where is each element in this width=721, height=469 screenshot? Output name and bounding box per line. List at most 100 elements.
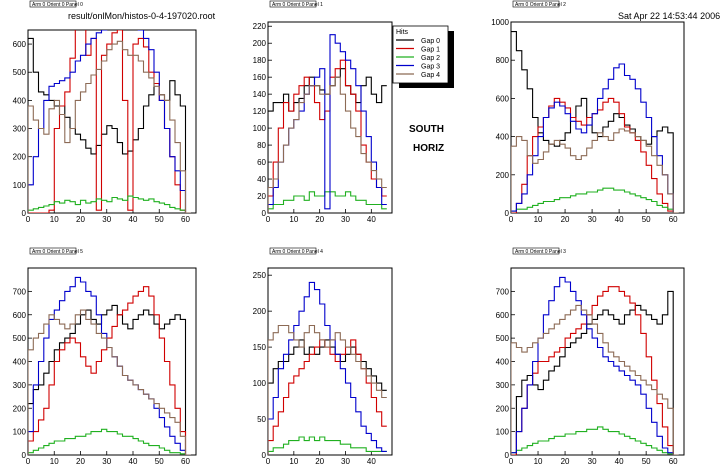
- series-gap-4: [511, 128, 679, 213]
- y-tick-label: 400: [13, 358, 27, 367]
- y-tick-label: 200: [496, 171, 510, 180]
- y-tick-label: 400: [13, 96, 27, 105]
- y-tick-label: 80: [257, 141, 266, 150]
- panel-title-box: Arm 0 Orient 0 Panel 3: [512, 247, 566, 255]
- series-gap-2: [28, 195, 191, 213]
- y-tick-label: 20: [257, 192, 266, 201]
- histogram-panel-4: Arm 0 Orient 0 Panel 4 0 10 20 30 40 0 50 100 150…: [253, 247, 393, 466]
- x-tick-label: 30: [341, 457, 350, 466]
- panel-title-box: Arm 0 Orient 0 Panel 5: [29, 247, 83, 255]
- y-tick-label: 220: [253, 22, 267, 31]
- x-tick-label: 50: [642, 457, 651, 466]
- legend-entry: Gap 3: [421, 64, 440, 71]
- panel-title-frame: [512, 0, 560, 8]
- series-gap-4: [268, 76, 387, 213]
- y-tick-label: 500: [496, 334, 510, 343]
- histogram-panel-1: Arm 0 Orient 0 Panel 1 0 10 20 30 40 0 20 40 60 80…: [253, 0, 393, 224]
- y-tick-label: 600: [496, 311, 510, 320]
- histogram-panel-2: Arm 0 Orient 0 Panel 20 10 20 30 40 50 6002004…: [491, 0, 685, 224]
- y-tick-label: 1000: [491, 18, 509, 27]
- y-tick-label: 300: [496, 381, 510, 390]
- x-tick-label: 10: [289, 457, 298, 466]
- series-gap-4: [28, 40, 191, 213]
- x-tick-label: 20: [315, 457, 324, 466]
- x-tick-label: 40: [367, 457, 376, 466]
- y-tick-label: 800: [496, 56, 510, 65]
- y-tick-label: 0: [262, 451, 267, 460]
- panel-title-frame: [29, 247, 77, 255]
- panel-title-box: Arm 0 Orient 0 Panel 1: [269, 0, 323, 8]
- x-tick-label: 10: [534, 457, 543, 466]
- histogram-panel-0: Arm 0 Orient 0 Panel 00 10 20 30 40 50 6001002…: [13, 0, 197, 224]
- series-gap-0: [511, 31, 679, 213]
- y-tick-label: 140: [253, 90, 267, 99]
- series-gap-4: [28, 309, 191, 455]
- x-tick-label: 30: [588, 215, 597, 224]
- panel-title: Arm 0 Orient 0 Panel 2: [515, 2, 566, 8]
- y-tick-label: 700: [13, 287, 27, 296]
- series-gap-3: [28, 30, 191, 213]
- x-tick-label: 20: [561, 215, 570, 224]
- panel-title: Arm 0 Orient 0 Panel 4: [272, 249, 323, 255]
- panel-title: Arm 0 Orient 0 Panel 1: [272, 2, 323, 8]
- y-tick-label: 300: [13, 381, 27, 390]
- y-tick-label: 180: [253, 56, 267, 65]
- x-tick-label: 0: [26, 457, 31, 466]
- x-tick-label: 60: [669, 457, 678, 466]
- series-gap-0: [28, 304, 191, 455]
- y-tick-label: 700: [496, 287, 510, 296]
- y-tick-label: 100: [253, 124, 267, 133]
- x-tick-label: 30: [341, 215, 350, 224]
- y-tick-label: 200: [13, 153, 27, 162]
- x-tick-label: 50: [155, 457, 164, 466]
- file-name-header: result/onlMon/histos-0-4-197020.root: [68, 11, 216, 21]
- y-tick-label: 60: [257, 158, 266, 167]
- y-tick-label: 160: [253, 73, 267, 82]
- panel-title-frame: [29, 0, 77, 8]
- x-tick-label: 20: [315, 215, 324, 224]
- x-tick-label: 10: [50, 215, 59, 224]
- x-tick-label: 30: [102, 457, 111, 466]
- timestamp-header: Sat Apr 22 14:53:44 2006: [618, 11, 720, 21]
- y-tick-label: 200: [496, 404, 510, 413]
- x-tick-label: 0: [509, 215, 514, 224]
- x-tick-label: 30: [588, 457, 597, 466]
- panel-title: Arm 0 Orient 0 Panel 0: [32, 2, 83, 8]
- x-tick-label: 10: [534, 215, 543, 224]
- y-tick-label: 500: [13, 68, 27, 77]
- x-tick-label: 10: [50, 457, 59, 466]
- y-tick-label: 400: [496, 358, 510, 367]
- y-tick-label: 600: [13, 311, 27, 320]
- series-gap-0: [268, 339, 387, 455]
- y-tick-label: 100: [496, 428, 510, 437]
- y-tick-label: 400: [496, 133, 510, 142]
- y-tick-label: 40: [257, 175, 266, 184]
- y-tick-label: 0: [505, 209, 510, 218]
- x-tick-label: 20: [76, 457, 85, 466]
- legend-title: Hits: [396, 29, 409, 36]
- y-tick-label: 200: [253, 307, 267, 316]
- x-tick-label: 50: [642, 215, 651, 224]
- y-tick-label: 100: [13, 428, 27, 437]
- x-tick-label: 40: [129, 457, 138, 466]
- series-gap-3: [268, 281, 387, 455]
- series-gap-2: [511, 426, 679, 455]
- y-tick-label: 100: [13, 181, 27, 190]
- y-tick-label: 200: [13, 404, 27, 413]
- y-tick-label: 0: [22, 451, 27, 460]
- x-tick-label: 50: [155, 215, 164, 224]
- y-tick-label: 250: [253, 271, 267, 280]
- x-tick-label: 60: [669, 215, 678, 224]
- panel-title-box: Arm 0 Orient 0 Panel 0: [29, 0, 83, 8]
- y-tick-label: 600: [496, 94, 510, 103]
- x-tick-label: 20: [76, 215, 85, 224]
- legend-entry: Gap 2: [421, 55, 440, 62]
- panel-title-frame: [269, 0, 317, 8]
- annotation-south: SOUTH: [409, 124, 444, 135]
- plot-frame: [510, 21, 685, 214]
- x-tick-label: 40: [615, 457, 624, 466]
- x-tick-label: 60: [181, 215, 190, 224]
- panel-title-box: Arm 0 Orient 0 Panel 2: [512, 0, 566, 8]
